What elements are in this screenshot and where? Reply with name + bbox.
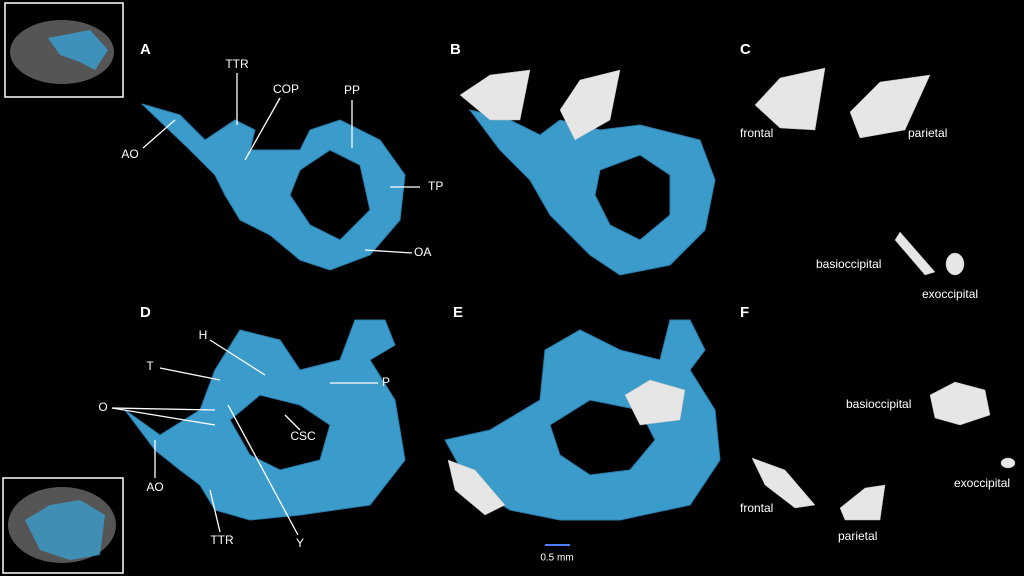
specimen-e [444,319,721,521]
label: frontal [740,501,773,515]
label: exoccipital [954,476,1010,490]
bones-c [754,67,965,276]
label: H [199,328,208,342]
label: frontal [740,126,773,140]
label: P [382,375,390,389]
label: OA [414,245,431,259]
label: TTR [210,533,234,547]
label: AO [146,480,163,494]
leader-lines [111,73,420,536]
label: parietal [838,529,877,543]
label: COP [273,82,299,96]
label: Y [296,536,304,550]
panel-letter: F [740,304,749,321]
panel-letter: D [140,304,151,321]
panel-letter: A [140,41,151,58]
bones-f [751,381,1016,521]
panel-letter: C [740,41,751,58]
panel-letter: E [453,304,463,321]
label: TTR [225,57,249,71]
scale-bar-label: 0.5 mm [540,553,573,564]
label: basioccipital [846,397,911,411]
label: O [98,400,107,414]
label: T [146,359,154,373]
label: TP [428,179,443,193]
specimen-b [459,69,716,276]
inset-bottom [2,477,124,574]
label: AO [121,147,138,161]
specimen-d [124,319,406,521]
inset-top [4,2,124,98]
panel-letter: B [450,41,461,58]
specimen-a [141,103,406,271]
label: CSC [290,429,316,443]
label: PP [344,83,360,97]
label: exoccipital [922,287,978,301]
label: parietal [908,126,947,140]
label: basioccipital [816,257,881,271]
